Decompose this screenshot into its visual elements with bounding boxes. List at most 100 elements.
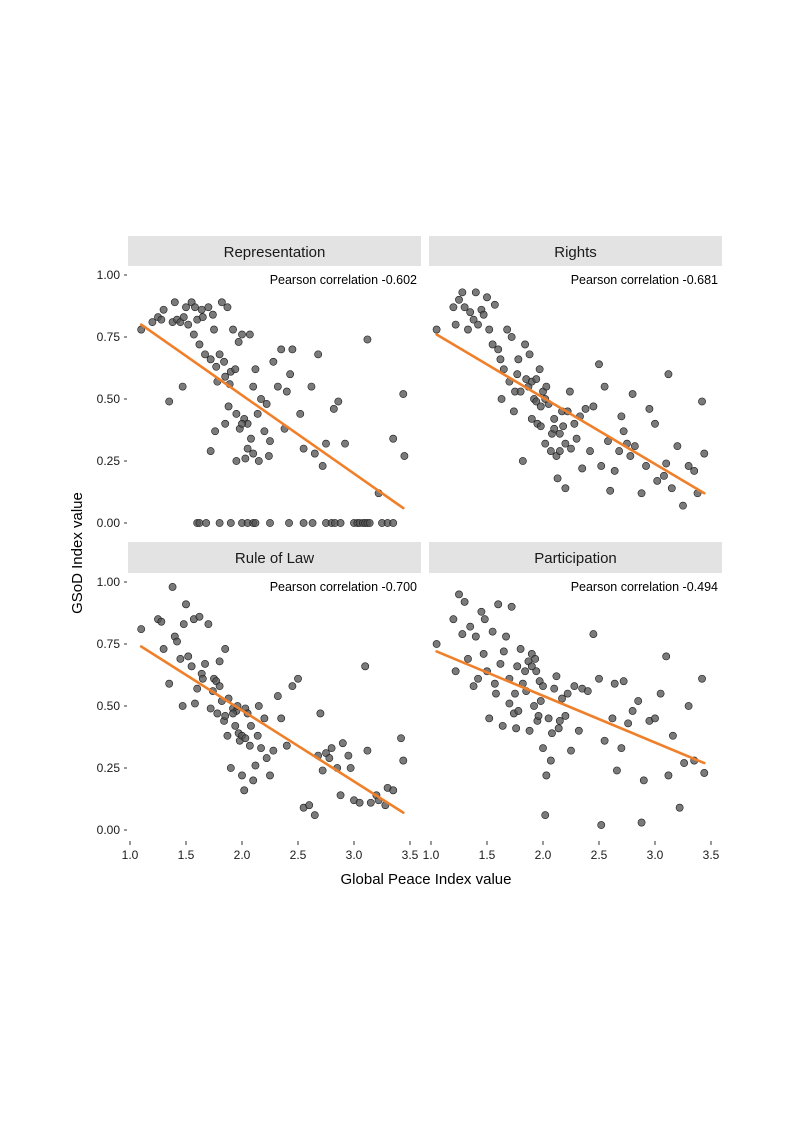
data-point xyxy=(542,382,551,391)
data-point xyxy=(553,474,562,483)
data-point xyxy=(471,288,480,297)
data-point xyxy=(496,355,505,364)
data-point xyxy=(285,519,293,527)
data-point xyxy=(282,741,291,750)
y-tick-label: 0.50 xyxy=(97,699,121,713)
data-point xyxy=(232,409,241,418)
data-point xyxy=(534,712,543,720)
data-point xyxy=(561,439,570,448)
data-point xyxy=(247,434,255,443)
data-point xyxy=(178,382,187,391)
regression-line-participation xyxy=(435,650,706,765)
data-point xyxy=(273,692,282,700)
data-point xyxy=(316,709,325,718)
data-point xyxy=(299,519,308,527)
data-point xyxy=(496,659,505,668)
data-point xyxy=(208,310,217,319)
data-point xyxy=(479,310,488,319)
data-point xyxy=(432,325,441,334)
data-point xyxy=(525,726,534,735)
data-point xyxy=(238,771,246,780)
data-point xyxy=(389,519,398,527)
data-point xyxy=(231,365,240,374)
data-point xyxy=(469,682,478,691)
data-point xyxy=(684,702,693,710)
data-point xyxy=(206,447,215,455)
data-point xyxy=(206,704,215,713)
data-point xyxy=(561,484,570,493)
points-rights xyxy=(432,288,709,510)
data-point xyxy=(224,402,233,411)
data-point xyxy=(608,714,617,723)
data-point xyxy=(307,382,316,391)
data-point xyxy=(195,519,204,527)
data-point xyxy=(249,382,258,391)
data-point xyxy=(479,650,488,658)
data-point xyxy=(187,662,196,671)
strip-title-participation: Participation xyxy=(534,550,617,567)
data-point xyxy=(249,776,258,785)
strip-participation xyxy=(429,542,722,573)
data-point xyxy=(521,340,529,349)
data-point xyxy=(247,721,255,730)
data-point xyxy=(499,647,508,656)
data-point xyxy=(610,467,619,475)
data-point xyxy=(651,419,659,428)
data-point xyxy=(341,439,349,448)
data-point xyxy=(179,313,188,322)
data-point xyxy=(210,325,218,334)
data-point xyxy=(698,397,706,406)
data-point xyxy=(449,615,458,624)
data-point xyxy=(570,682,579,691)
data-point xyxy=(634,697,643,705)
data-point xyxy=(597,462,606,470)
data-point xyxy=(516,645,525,653)
data-point xyxy=(514,707,523,715)
data-point xyxy=(197,305,206,314)
y-tick-label: 1.00 xyxy=(97,575,121,589)
data-point xyxy=(544,714,553,723)
data-point xyxy=(626,452,635,460)
data-point xyxy=(597,821,606,829)
data-point xyxy=(595,674,603,683)
data-point xyxy=(521,667,529,676)
data-point xyxy=(700,449,709,458)
data-point xyxy=(542,771,551,780)
data-point xyxy=(229,709,237,718)
data-point xyxy=(182,303,190,312)
data-point xyxy=(464,654,472,663)
data-point xyxy=(168,583,177,591)
data-point xyxy=(485,325,494,334)
data-point xyxy=(700,769,709,777)
data-point xyxy=(397,734,405,743)
data-point xyxy=(690,467,699,475)
points-participation xyxy=(432,590,709,829)
data-point xyxy=(532,667,541,676)
data-point xyxy=(458,288,467,297)
strip-title-representation: Representation xyxy=(224,244,326,261)
data-point xyxy=(628,707,637,715)
data-point xyxy=(555,447,564,455)
data-point xyxy=(513,370,522,379)
data-point xyxy=(619,677,628,686)
data-point xyxy=(552,672,561,681)
data-point xyxy=(449,303,458,312)
data-point xyxy=(215,682,224,691)
data-point xyxy=(550,414,559,423)
data-point xyxy=(221,419,230,428)
data-point xyxy=(656,689,665,698)
data-point xyxy=(277,345,286,354)
correlation-label-participation: Pearson correlation -0.494 xyxy=(571,580,718,594)
x-tick-label: 1.0 xyxy=(122,848,139,862)
data-point xyxy=(389,434,398,443)
data-point xyxy=(226,519,235,527)
data-point xyxy=(211,427,220,436)
data-point xyxy=(630,442,639,451)
x-tick-label: 1.0 xyxy=(423,848,440,862)
data-point xyxy=(600,382,609,391)
data-point xyxy=(318,462,327,470)
x-axis-title: Global Peace Index value xyxy=(341,871,512,888)
data-point xyxy=(338,739,347,748)
data-point xyxy=(455,590,463,599)
